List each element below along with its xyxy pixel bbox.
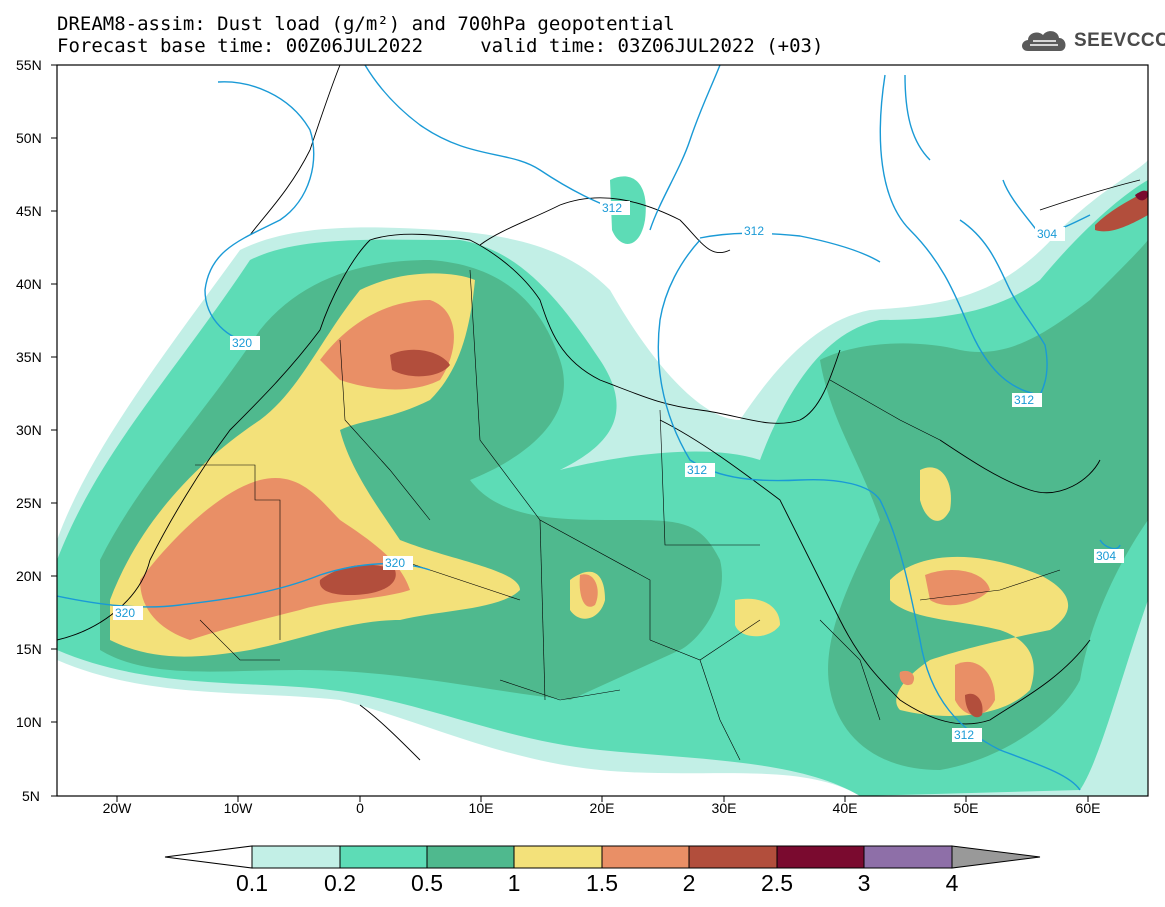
- colorbar-swatch: [688, 845, 778, 869]
- colorbar-label: 1.5: [586, 870, 618, 896]
- axis-ticks: [51, 64, 1089, 802]
- lon-label: 20E: [589, 800, 615, 816]
- lon-label: 50E: [953, 800, 979, 816]
- lat-label: 15N: [16, 641, 42, 657]
- lat-label: 50N: [16, 130, 42, 146]
- colorbar-label: 0.2: [324, 870, 356, 896]
- country-borders: [195, 269, 1061, 761]
- colorbar-swatch: [339, 845, 428, 869]
- colorbar-over-arrow: [951, 845, 1041, 869]
- lon-label: 10W: [223, 800, 253, 816]
- svg-text:320: 320: [115, 606, 135, 620]
- svg-text:312: 312: [954, 728, 974, 742]
- cloud-icon: [1022, 31, 1066, 51]
- contour-labels: 320 312 312 320 320 312 312 304 304 312: [113, 201, 1124, 742]
- title-line-1: DREAM8-assim: Dust load (g/m²) and 700hP…: [57, 13, 675, 35]
- svg-text:320: 320: [232, 336, 252, 350]
- svg-text:312: 312: [687, 463, 707, 477]
- lat-label: 10N: [16, 714, 42, 730]
- lat-label: 25N: [16, 495, 42, 511]
- svg-text:312: 312: [744, 224, 764, 238]
- svg-text:312: 312: [602, 201, 622, 215]
- lon-label: 10E: [468, 800, 494, 816]
- lat-label: 55N: [16, 57, 42, 73]
- colorbar-label: 1: [507, 870, 521, 896]
- dust-layer-1.5: [140, 300, 995, 715]
- colorbar-label: 2.5: [761, 870, 793, 896]
- logo-text: SEEVCCC: [1074, 30, 1165, 51]
- colorbar-swatch: [776, 845, 865, 869]
- lon-label: 40E: [832, 800, 858, 816]
- lat-label: 45N: [16, 203, 42, 219]
- dust-layer-2: [319, 190, 1148, 718]
- lat-label: 30N: [16, 422, 42, 438]
- colorbar-label: 3: [857, 870, 871, 896]
- lon-label: 30E: [711, 800, 737, 816]
- colorbar: [164, 845, 1041, 869]
- colorbar-swatch: [426, 845, 515, 869]
- colorbar-swatch: [601, 845, 690, 869]
- seevccc-logo: SEEVCCC: [1018, 26, 1165, 56]
- colorbar-label: 0.1: [236, 870, 268, 896]
- lon-label: 20W: [102, 800, 132, 816]
- dust-layer-2.5: [1135, 190, 1148, 201]
- svg-text:320: 320: [385, 556, 405, 570]
- lat-label: 5N: [22, 788, 40, 804]
- colorbar-label: 4: [945, 870, 959, 896]
- svg-text:312: 312: [1014, 393, 1034, 407]
- svg-text:304: 304: [1096, 549, 1116, 563]
- colorbar-label: 0.5: [411, 870, 443, 896]
- coastlines: [57, 65, 1141, 761]
- colorbar-swatch: [513, 845, 603, 869]
- lon-label: 0: [356, 800, 364, 816]
- lon-label: 60E: [1075, 800, 1101, 816]
- lat-label: 20N: [16, 568, 42, 584]
- colorbar-swatch: [863, 845, 953, 869]
- title-line-2: Forecast base time: 00Z06JUL2022 valid t…: [57, 35, 824, 57]
- geopotential-contours: [57, 65, 1121, 791]
- colorbar-label: 2: [682, 870, 696, 896]
- svg-text:304: 304: [1037, 227, 1057, 241]
- lat-label: 40N: [16, 276, 42, 292]
- colorbar-swatch: [251, 845, 341, 869]
- colorbar-under-arrow: [164, 845, 253, 869]
- lat-label: 35N: [16, 349, 42, 365]
